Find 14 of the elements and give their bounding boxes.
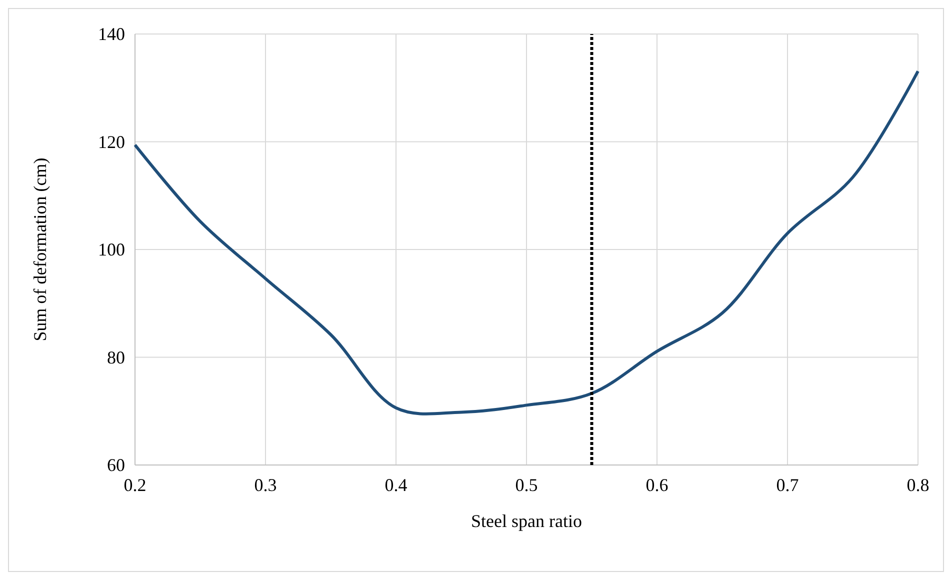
- y-axis-title: Sum of deformation (cm): [30, 158, 50, 342]
- y-tick-label: 140: [98, 24, 125, 44]
- x-tick-label: 0.7: [776, 475, 799, 495]
- x-tick-label: 0.8: [906, 475, 930, 495]
- x-tick-label: 0.6: [646, 475, 668, 495]
- y-tick-label: 120: [98, 132, 125, 152]
- y-tick-label: 60: [107, 455, 125, 475]
- x-tick-label: 0.5: [515, 475, 538, 495]
- x-axis-title: Steel span ratio: [471, 511, 582, 531]
- y-tick-label: 100: [98, 240, 125, 260]
- x-tick-label: 0.4: [384, 475, 408, 495]
- x-tick-label: 0.2: [124, 475, 146, 495]
- y-tick-label: 80: [107, 347, 125, 368]
- x-tick-label: 0.3: [254, 475, 277, 495]
